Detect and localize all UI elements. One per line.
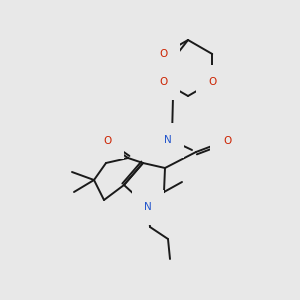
Text: O: O — [103, 136, 111, 146]
Text: N: N — [144, 202, 152, 212]
Text: O: O — [160, 49, 168, 59]
Text: N: N — [164, 135, 172, 145]
Text: O: O — [208, 77, 216, 87]
Text: O: O — [208, 77, 216, 87]
Text: O: O — [223, 136, 231, 146]
Text: H: H — [152, 127, 160, 137]
Text: O: O — [160, 77, 168, 87]
